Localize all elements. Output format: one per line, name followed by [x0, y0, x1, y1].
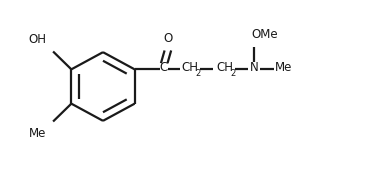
Text: N: N: [250, 61, 258, 74]
Text: C: C: [160, 61, 168, 74]
Text: 2: 2: [230, 69, 236, 78]
Text: 2: 2: [196, 69, 201, 78]
Text: Me: Me: [29, 127, 47, 140]
Text: CH: CH: [182, 61, 199, 74]
Text: Me: Me: [275, 61, 293, 74]
Text: OMe: OMe: [251, 28, 278, 41]
Text: O: O: [163, 32, 172, 45]
Text: CH: CH: [216, 61, 233, 74]
Text: OH: OH: [28, 33, 47, 46]
